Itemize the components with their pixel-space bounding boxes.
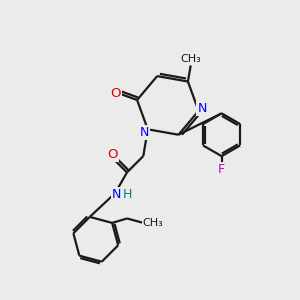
- Text: CH₃: CH₃: [142, 218, 163, 228]
- Text: O: O: [110, 87, 121, 101]
- Text: N: N: [197, 102, 207, 115]
- Text: CH₃: CH₃: [180, 54, 201, 64]
- Text: H: H: [123, 188, 132, 201]
- Text: O: O: [108, 148, 118, 161]
- Text: N: N: [140, 126, 149, 140]
- Text: F: F: [218, 163, 225, 176]
- Text: N: N: [112, 188, 121, 201]
